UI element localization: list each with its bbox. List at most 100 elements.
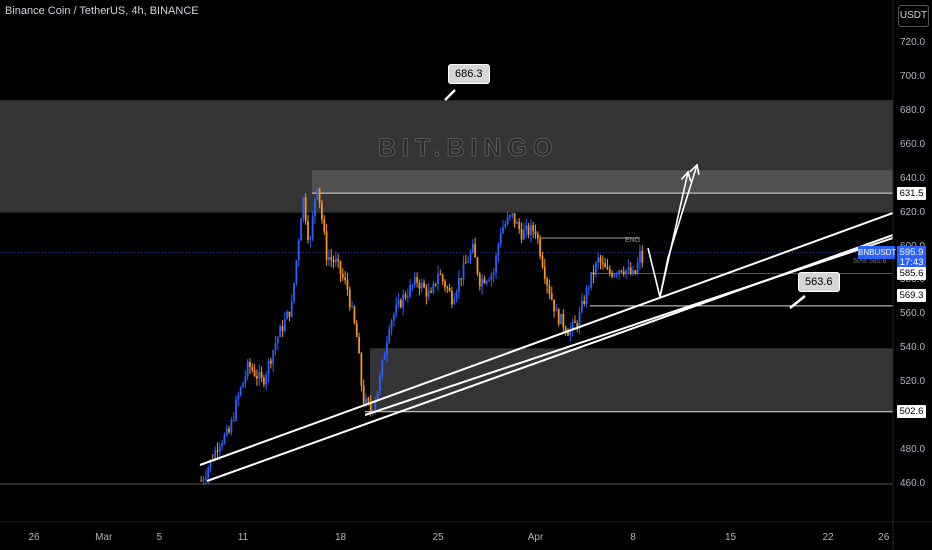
supply-demand-zones bbox=[0, 100, 893, 412]
candle-body-143 bbox=[532, 225, 535, 232]
candle-body-72 bbox=[367, 398, 370, 403]
candle-body-35 bbox=[281, 326, 284, 332]
candle-body-0 bbox=[200, 480, 203, 482]
candle-body-155 bbox=[560, 313, 562, 325]
candle-body-96 bbox=[423, 282, 425, 288]
candle-body-99 bbox=[430, 291, 432, 293]
candle-body-108 bbox=[451, 290, 453, 305]
candle-body-160 bbox=[571, 321, 574, 330]
candle-body-26 bbox=[260, 371, 263, 378]
currency-selector[interactable]: USDT bbox=[898, 5, 929, 27]
candle-body-184 bbox=[627, 267, 630, 271]
candle-body-100 bbox=[432, 283, 435, 293]
candle-body-33 bbox=[276, 337, 279, 344]
candle-body-3 bbox=[207, 468, 210, 478]
candle-body-10 bbox=[223, 434, 226, 444]
candle-body-58 bbox=[334, 259, 337, 263]
callout-1: 563.6 bbox=[798, 272, 840, 292]
candle-body-53 bbox=[323, 219, 326, 232]
candle-body-47 bbox=[309, 238, 312, 240]
chart-title: Binance Coin / TetherUS, 4h, BINANCE bbox=[5, 5, 199, 17]
candle-body-67 bbox=[355, 322, 358, 338]
candle-body-118 bbox=[474, 243, 477, 258]
price-badge-3: 585.6 bbox=[897, 267, 926, 281]
candle-body-39 bbox=[290, 301, 293, 317]
candle-body-104 bbox=[441, 274, 444, 281]
candle-body-71 bbox=[365, 398, 367, 405]
candle-body-151 bbox=[550, 293, 553, 300]
candle-body-116 bbox=[469, 252, 472, 262]
candle-body-183 bbox=[625, 270, 627, 274]
candle-body-45 bbox=[304, 197, 307, 222]
candle-body-21 bbox=[249, 361, 251, 368]
zone-1[interactable] bbox=[312, 170, 893, 194]
candle-body-14 bbox=[232, 419, 235, 421]
candle-body-112 bbox=[460, 278, 463, 280]
zone-0[interactable] bbox=[0, 100, 893, 213]
candle-body-162 bbox=[576, 322, 579, 328]
trendline-drawings bbox=[199, 89, 894, 482]
fib-50-annotation: 50% 585.6 bbox=[853, 258, 887, 265]
candle-body-41 bbox=[295, 260, 298, 284]
candle-body-97 bbox=[425, 287, 428, 297]
candle-body-126 bbox=[492, 272, 495, 275]
candle-body-187 bbox=[634, 270, 637, 274]
candle-body-148 bbox=[543, 266, 546, 279]
candle-body-182 bbox=[622, 271, 625, 274]
eng-annotation: ENG bbox=[625, 237, 641, 244]
candle-body-36 bbox=[283, 319, 286, 332]
candle-body-24 bbox=[256, 376, 258, 379]
candle-body-139 bbox=[522, 229, 525, 240]
x-tick-label-6: Apr bbox=[527, 532, 544, 543]
candle-body-7 bbox=[216, 450, 219, 452]
trendline-0[interactable] bbox=[199, 212, 894, 466]
trendline-2[interactable] bbox=[364, 237, 894, 416]
candle-body-16 bbox=[237, 394, 240, 400]
candle-body-29 bbox=[267, 360, 270, 375]
candle-body-23 bbox=[253, 370, 256, 377]
candle-body-180 bbox=[618, 270, 620, 274]
candle-body-132 bbox=[506, 217, 509, 224]
candle-body-102 bbox=[437, 274, 439, 284]
projection-arrowhead-1 bbox=[689, 163, 700, 175]
horizontal-levels bbox=[0, 192, 893, 485]
candle-body-154 bbox=[557, 309, 560, 325]
price-badge-4: 569.3 bbox=[897, 289, 926, 303]
y-tick-label-8: 620.0 bbox=[900, 206, 926, 218]
candle-body-174 bbox=[604, 263, 607, 268]
price-badge-1: 595.9 bbox=[897, 245, 926, 259]
candle-body-113 bbox=[462, 262, 465, 280]
candle-body-18 bbox=[242, 382, 244, 388]
x-tick-label-8: 15 bbox=[724, 532, 737, 543]
candle-body-177 bbox=[611, 273, 614, 277]
zone-2[interactable] bbox=[370, 348, 893, 412]
candle-body-101 bbox=[434, 283, 437, 285]
price-badge-2: 17:43 bbox=[897, 256, 926, 270]
y-tick-label-13: 720.0 bbox=[900, 37, 926, 48]
candle-body-52 bbox=[321, 203, 323, 220]
projection-arrow-1[interactable] bbox=[659, 164, 698, 298]
candle-body-15 bbox=[235, 399, 237, 420]
candle-body-37 bbox=[286, 311, 289, 320]
candle-body-169 bbox=[592, 272, 595, 275]
candle-body-165 bbox=[583, 300, 586, 304]
candle-body-121 bbox=[481, 278, 484, 287]
candle-body-64 bbox=[348, 289, 351, 308]
candle-body-40 bbox=[293, 283, 295, 302]
candle-body-90 bbox=[409, 285, 412, 297]
candle-body-163 bbox=[578, 311, 581, 328]
candle-body-20 bbox=[246, 361, 249, 377]
candle-body-152 bbox=[553, 299, 555, 312]
watermark: BIT.BINGO bbox=[377, 134, 559, 163]
candle-body-17 bbox=[239, 387, 242, 395]
candle-body-76 bbox=[376, 390, 379, 401]
candle-body-147 bbox=[541, 256, 544, 267]
candle-body-181 bbox=[620, 270, 623, 272]
price-badge-0: 631.5 bbox=[897, 186, 926, 200]
candle-body-161 bbox=[574, 321, 576, 323]
candle-body-166 bbox=[585, 287, 588, 304]
candle-body-88 bbox=[404, 294, 407, 298]
candle-body-110 bbox=[455, 291, 458, 299]
candle-body-75 bbox=[374, 400, 377, 411]
